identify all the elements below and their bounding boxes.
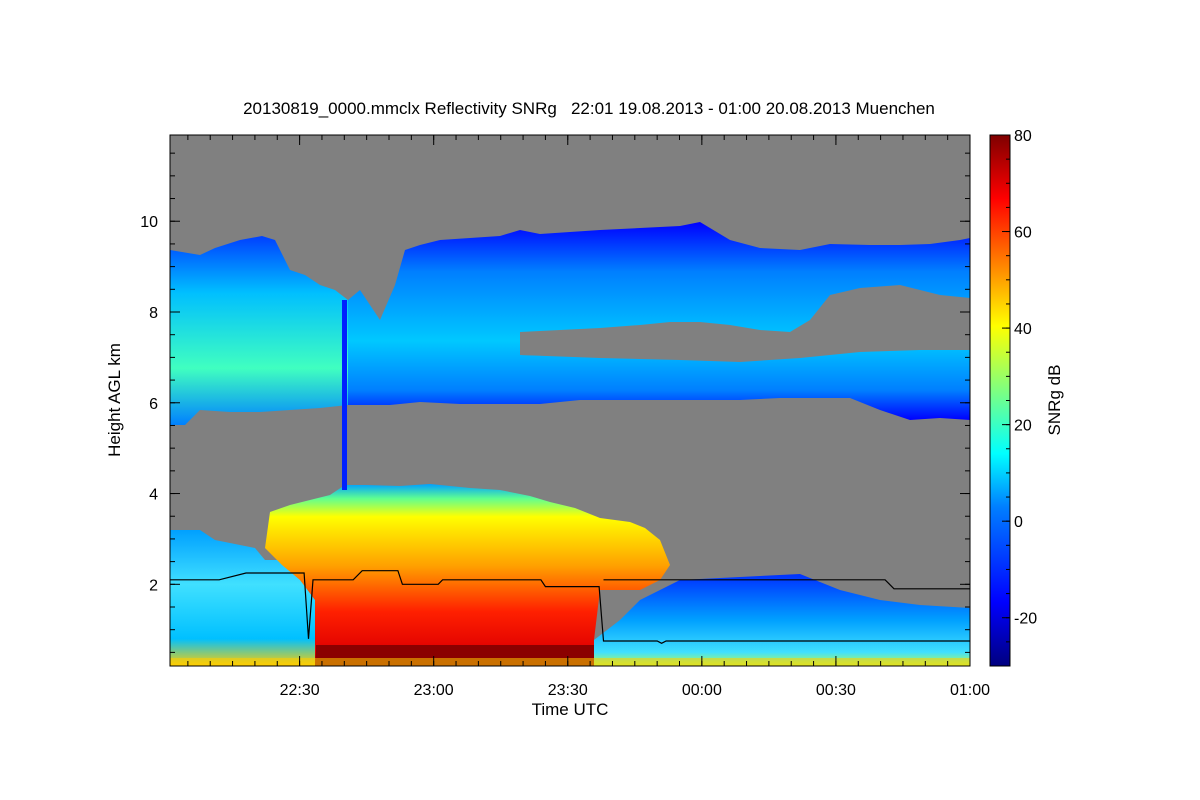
colorbar-axis: -20 0 20 40 60 80 — [1002, 128, 1037, 643]
boundary-layer-line-upper — [603, 579, 970, 590]
colorbar-tick-label: 80 — [1014, 128, 1032, 145]
x-tick-label: 00:00 — [682, 682, 722, 699]
colorbar-tick-label: 40 — [1014, 321, 1032, 338]
y-tick-label: 8 — [149, 305, 158, 322]
chart-title: 20130819_0000.mmclx Reflectivity SNRg 22… — [243, 99, 935, 118]
colorbar-title: SNRg dB — [1045, 365, 1064, 436]
precipitation-core — [265, 484, 670, 666]
plot-frame — [169, 134, 971, 667]
x-tick-label: 23:00 — [414, 682, 454, 699]
y-axis: 2 4 6 8 10 — [140, 152, 970, 653]
colorbar-tick-label: 20 — [1014, 418, 1032, 435]
x-tick-label: 22:30 — [280, 682, 320, 699]
surface-clutter — [170, 658, 970, 666]
upper-cloud-gap — [520, 328, 740, 360]
colorbar-tick-label: 60 — [1014, 225, 1032, 242]
y-tick-label: 2 — [149, 577, 158, 594]
x-axis: 22:30 23:00 23:30 00:00 00:30 01:00 — [187, 135, 990, 699]
y-axis-title: Height AGL km — [105, 343, 124, 457]
x-tick-label: 00:30 — [816, 682, 856, 699]
y-tick-label: 4 — [149, 487, 158, 504]
colorbar-tick-label: 0 — [1014, 514, 1023, 531]
y-tick-label: 10 — [140, 214, 158, 231]
x-tick-label: 23:30 — [548, 682, 588, 699]
x-tick-label: 01:00 — [950, 682, 990, 699]
colorbar-tick-label: -20 — [1014, 611, 1037, 628]
boundary-layer-line — [170, 570, 970, 644]
x-axis-title: Time UTC — [532, 700, 609, 719]
lower-cloud-left — [170, 530, 315, 666]
boundary-layer-right — [594, 574, 970, 666]
upper-cloud-right — [348, 222, 970, 420]
plot-area — [170, 135, 970, 666]
upper-cloud-gap-2 — [810, 290, 970, 350]
y-tick-label: 6 — [149, 396, 158, 413]
upper-cloud-left — [170, 236, 348, 425]
fall-streak — [342, 300, 347, 490]
